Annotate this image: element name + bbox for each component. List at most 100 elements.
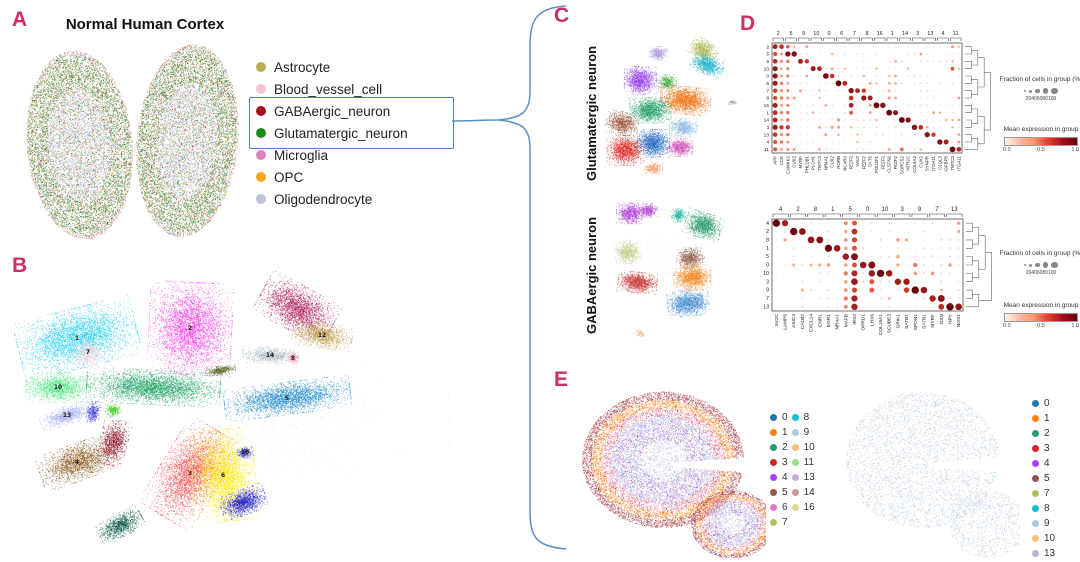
dotplot-dot [869, 126, 871, 128]
dotplot-dot [888, 53, 890, 55]
dotplot-dot [772, 102, 778, 108]
dendrogram-branch [971, 50, 979, 66]
colorbar-title: Mean expression in group [1003, 302, 1079, 309]
dotplot-dot [833, 244, 841, 252]
legend-label: 10 [803, 442, 815, 453]
legend-item-blood_vessel_cell: Blood_vessel_cell [256, 78, 408, 100]
dotplot-row-label: 10 [763, 271, 769, 277]
legend-swatch [256, 150, 266, 160]
dotplot-group-label: 9 [802, 31, 805, 37]
dotplot-dot [951, 45, 954, 49]
dendrogram-branch [972, 260, 980, 278]
dotplot-dot [779, 140, 784, 144]
dotplot-dot [827, 281, 830, 283]
dendrogram-branch [965, 75, 972, 84]
dotplot-dot [798, 58, 803, 64]
dotplot-dot [932, 89, 935, 92]
dotplot-group-label: 0 [827, 31, 830, 37]
dotplot-dot [949, 230, 951, 233]
dotplot-dot [818, 111, 821, 114]
dotplot-dot [926, 89, 929, 92]
dotplot-dot [887, 147, 891, 151]
dotplot-dot [800, 288, 804, 292]
dotplot-dot [868, 270, 876, 277]
dotplot-dot [819, 255, 821, 258]
legend-item-cluster-5: 5 [770, 485, 788, 500]
dotplot-dot [783, 230, 787, 233]
dotplot-dot [900, 147, 904, 152]
legend-label: 8 [803, 412, 810, 423]
dotplot-dot [913, 104, 916, 107]
dotplot-dot [957, 255, 960, 258]
dotplot-row-label: 2 [766, 44, 769, 50]
legend-item-cluster-4: 4 [1032, 456, 1055, 471]
legend-item-cluster-13: 13 [1032, 546, 1055, 561]
legend-swatch [1032, 415, 1039, 422]
dotplot-dot [799, 111, 802, 114]
dotplot-dot [856, 60, 859, 62]
dotplot-dot [827, 238, 830, 241]
dotplot-group-bracket [836, 37, 848, 41]
size-legend-title: Fraction of cells in group (%) [999, 250, 1080, 257]
dotplot-dot [945, 82, 947, 85]
dotplot-dot [926, 60, 928, 62]
dotplot-dot [856, 148, 859, 151]
dotplot-dot [792, 239, 795, 241]
dotplot-row-label: 9 [766, 59, 769, 65]
dotplot-dot [793, 119, 795, 121]
dotplot-dot [949, 281, 951, 283]
dotplot-dot [779, 96, 784, 100]
dotplot-dot [818, 141, 821, 143]
dotplot-dot [780, 103, 783, 107]
dotplot-dot [850, 133, 852, 136]
dotplot-dot [775, 297, 778, 300]
dotplot-dot [957, 289, 960, 292]
dotplot-dot [875, 60, 878, 63]
dotplot-dot [905, 264, 908, 266]
dotplot-dot [801, 247, 804, 250]
dendrogram-branch [965, 46, 972, 55]
dotplot-dot [799, 228, 806, 235]
dotplot-group-bracket [848, 37, 860, 41]
dotplot-dot [957, 264, 960, 266]
dotplot-dot [923, 280, 925, 283]
dotplot-dot [831, 119, 834, 121]
dotplot-gene-label: SV2C [774, 313, 780, 326]
dotplot-dot [876, 269, 885, 278]
dotplot-group-bracket [911, 213, 928, 217]
dendrogram-branch [977, 116, 985, 145]
panel-a-title: Normal Human Cortex [65, 16, 225, 33]
dotplot-dot [831, 97, 833, 99]
dotplot-dot [792, 247, 795, 250]
dotplot-dot [900, 82, 903, 85]
size-legend-dot [1029, 89, 1033, 93]
dotplot-group-bracket [824, 213, 841, 217]
dotplot-gene-label: HTR2C [906, 156, 911, 171]
dotplot-group-label: 2 [796, 207, 800, 213]
dotplot-gene-label: CUX2 [830, 155, 835, 167]
colorbar-tick: 0.0 [1003, 323, 1011, 330]
legend-swatch [770, 414, 777, 421]
dotplot-dot [882, 82, 884, 85]
dotplot-dot [897, 272, 899, 275]
dotplot-dot [945, 97, 947, 99]
dotplot-dot [837, 148, 840, 151]
dotplot-dot [940, 263, 943, 267]
dotplot-dot [862, 74, 866, 78]
dotplot-dot [793, 126, 795, 128]
size-legend-dot [1024, 90, 1027, 93]
dotplot-row-label: 3 [766, 279, 769, 285]
dotplot-row-label: 7 [766, 296, 769, 302]
gabaergic-dotplot: 4 2 8 1 5 0 10 3 9 7 13 4 2 8 1 5 0 10 3 9 7 13 SV2C LAMP5 ASIC4… [763, 207, 992, 335]
dotplot-dot [784, 247, 786, 250]
dotplot-dot [810, 297, 812, 300]
dotplot-dot [792, 297, 795, 300]
legend-swatch [1032, 550, 1039, 557]
dotplot-dot [951, 60, 954, 63]
dotplot-dot [863, 53, 865, 55]
dotplot-dot [945, 68, 947, 70]
dotplot-dot [799, 82, 802, 85]
legend-label: 13 [1044, 548, 1056, 559]
legend-swatch [256, 106, 266, 116]
